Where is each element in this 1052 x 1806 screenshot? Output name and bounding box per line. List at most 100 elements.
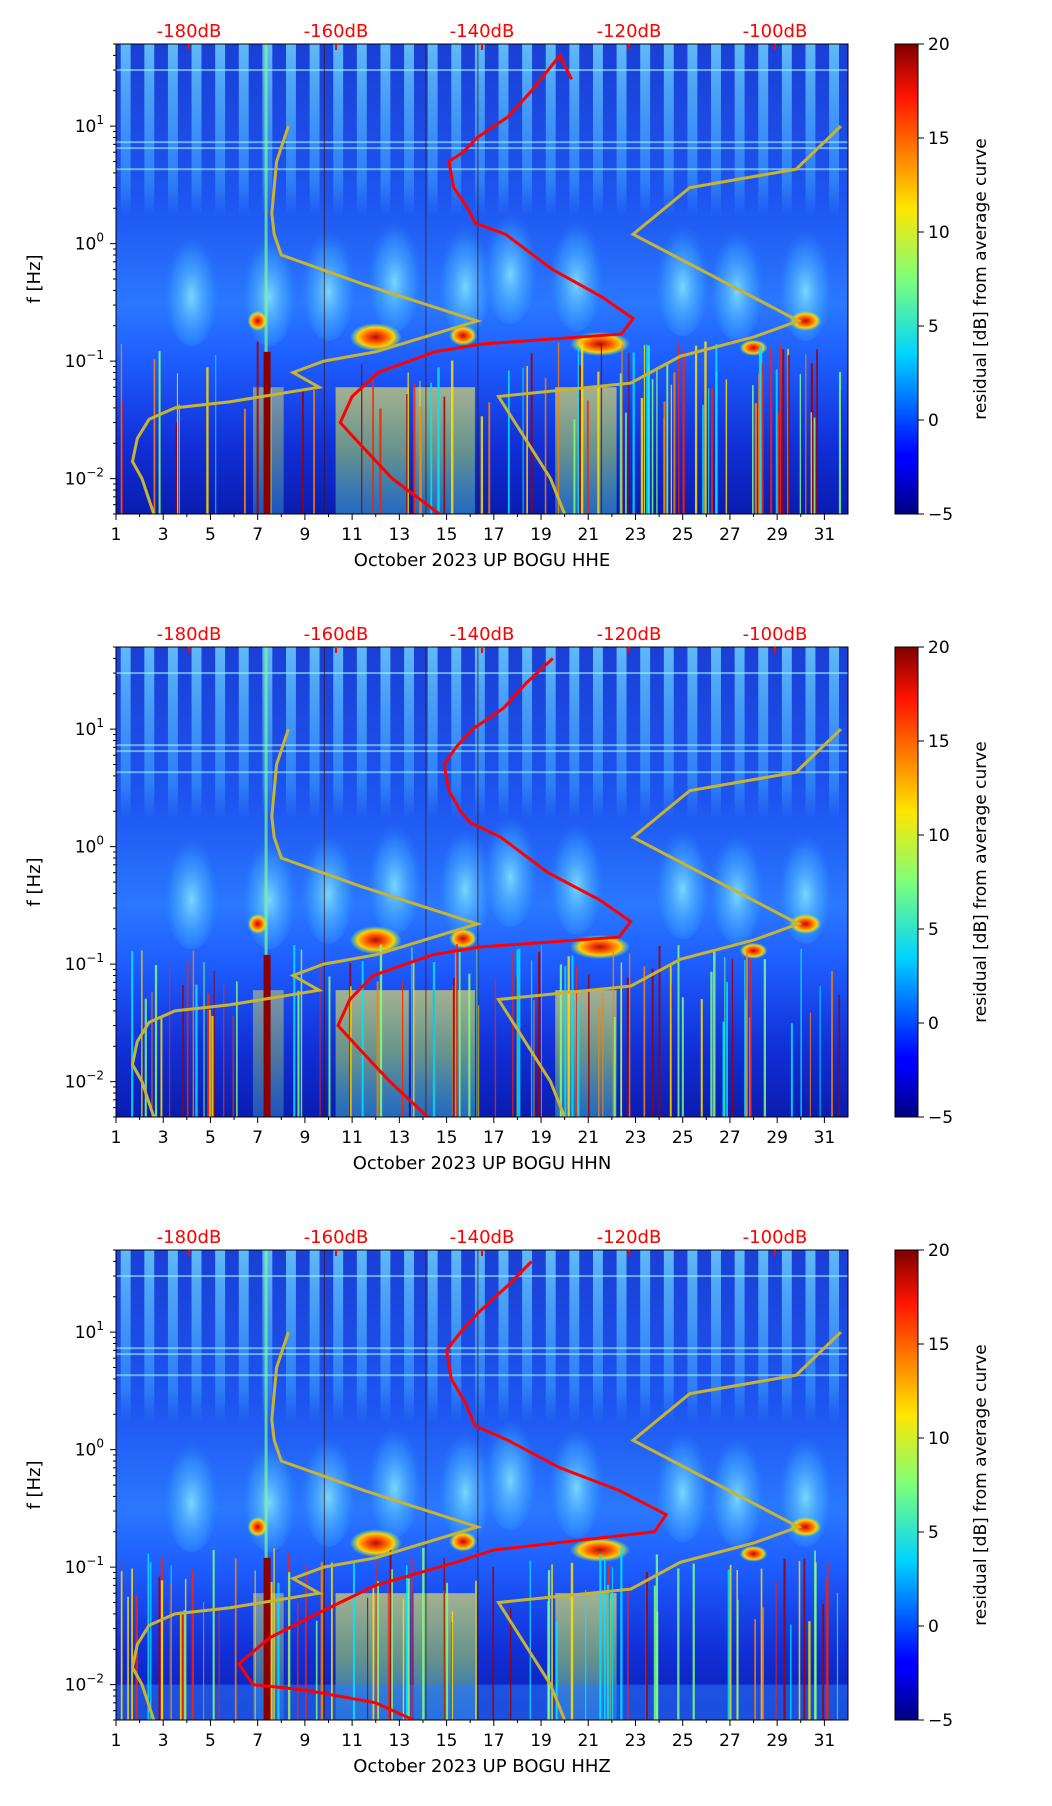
daily-noise-stripe [356, 44, 367, 217]
transient-spike [186, 961, 189, 1117]
colorbar-label: residual [dB] from average curve [971, 741, 991, 1022]
daily-noise-stripe [758, 647, 769, 820]
daily-noise-stripe [522, 647, 533, 820]
transient-spike [211, 1015, 214, 1117]
y-tick-exponent: −2 [86, 1672, 104, 1686]
transient-spike [223, 983, 225, 1117]
transient-spike [681, 997, 684, 1117]
x-tick-label: 31 [814, 1731, 836, 1751]
transient-spike [810, 412, 812, 514]
transient-spike [559, 964, 562, 1117]
microseism-plume [366, 207, 423, 332]
energy-hotspot [789, 310, 822, 331]
transient-spike [328, 976, 331, 1117]
transient-spike [175, 422, 178, 514]
transient-spike [611, 1567, 613, 1720]
transient-spike [651, 968, 654, 1117]
daily-noise-stripe [191, 44, 202, 217]
transient-spike [372, 1586, 375, 1720]
transient-spike [236, 981, 238, 1117]
transient-spike [722, 1021, 725, 1117]
daily-noise-stripe [569, 1250, 580, 1423]
noise-model-high-curve [495, 1331, 842, 1720]
microseism-plume [777, 1423, 834, 1547]
x-tick-label: 19 [530, 1128, 552, 1148]
energy-hotspot [247, 1516, 268, 1537]
y-tick-exponent: 0 [96, 834, 104, 848]
transient-spike [790, 1023, 793, 1117]
x-tick-label: 29 [766, 1128, 788, 1148]
transient-spike [402, 1599, 405, 1720]
daily-noise-stripe [474, 647, 485, 820]
microseism-plume [654, 1418, 711, 1543]
transient-spike [407, 1578, 410, 1720]
transient-spike [516, 949, 519, 1117]
daily-noise-stripe [640, 647, 651, 820]
x-tick-label: 3 [158, 1128, 169, 1148]
tonal-line [116, 1275, 848, 1278]
data-gap-line [477, 647, 479, 1117]
daily-noise-stripe [451, 647, 462, 820]
transient-spike [413, 961, 415, 1117]
daily-noise-stripe [286, 647, 296, 820]
transient-spike [191, 1570, 195, 1720]
transient-spike [613, 1017, 616, 1117]
daily-noise-stripe [215, 1250, 226, 1423]
daily-noise-stripe [687, 1250, 698, 1423]
transient-spike [609, 1598, 611, 1720]
transient-spike [628, 352, 630, 514]
x-tick-label: 5 [205, 1731, 216, 1751]
x-tick-label: 21 [577, 525, 599, 545]
transient-spike [320, 1562, 324, 1720]
spectrogram-image [116, 647, 848, 1117]
daily-noise-stripe [758, 44, 769, 217]
x-tick-label: 5 [205, 1128, 216, 1148]
transient-spike [580, 343, 584, 514]
transient-spike [206, 367, 209, 514]
y-tick-exponent: −1 [86, 348, 104, 362]
energy-hotspot [349, 1529, 402, 1558]
transient-spike [813, 417, 816, 514]
y-tick-exponent: −1 [86, 951, 104, 965]
colorbar-tick-label: 10 [928, 1429, 950, 1449]
data-gap-line [425, 647, 427, 1117]
db-reference-label: -100dB [743, 624, 808, 645]
transient-spike [297, 1602, 299, 1720]
db-reference-label: -140dB [450, 21, 515, 42]
colorbar-tick-label: 10 [928, 826, 950, 846]
transient-spike [300, 949, 303, 1117]
transient-spike [758, 373, 760, 514]
transient-spike [666, 363, 669, 514]
transient-spike [758, 346, 762, 514]
transient-spike [736, 1599, 739, 1720]
colorbar-tick-label: 10 [928, 223, 950, 243]
x-axis-label: October 2023 UP BOGU HHZ [353, 1756, 610, 1777]
x-tick-label: 17 [483, 525, 505, 545]
transient-spike [443, 1558, 445, 1720]
y-tick-exponent: −1 [86, 1554, 104, 1568]
microseism-plume [709, 1423, 766, 1547]
transient-spike [673, 372, 676, 514]
transient-spike [538, 951, 541, 1117]
transient-spike [454, 950, 457, 1117]
transient-spike [147, 1553, 150, 1720]
colorbar-gradient [894, 1249, 919, 1721]
microseism-plume [548, 810, 605, 935]
x-tick-label: 11 [341, 1731, 363, 1751]
daily-noise-stripe [238, 1250, 249, 1423]
tonal-line [116, 147, 848, 150]
y-tick-label: 100 [75, 1437, 104, 1461]
colorbar-tick-label: 20 [928, 1241, 950, 1261]
daily-noise-stripe [498, 647, 509, 820]
transient-spike [401, 981, 404, 1117]
x-tick-label: 25 [672, 1128, 694, 1148]
noise-model-low-curve [130, 728, 483, 1117]
transient-spike [669, 965, 672, 1117]
daily-noise-stripe [829, 1250, 840, 1423]
daily-noise-stripe [404, 44, 414, 217]
transient-spike [790, 1624, 792, 1720]
daily-noise-stripe [167, 647, 178, 820]
daily-noise-stripe [498, 44, 509, 217]
transient-spike [510, 1607, 512, 1720]
